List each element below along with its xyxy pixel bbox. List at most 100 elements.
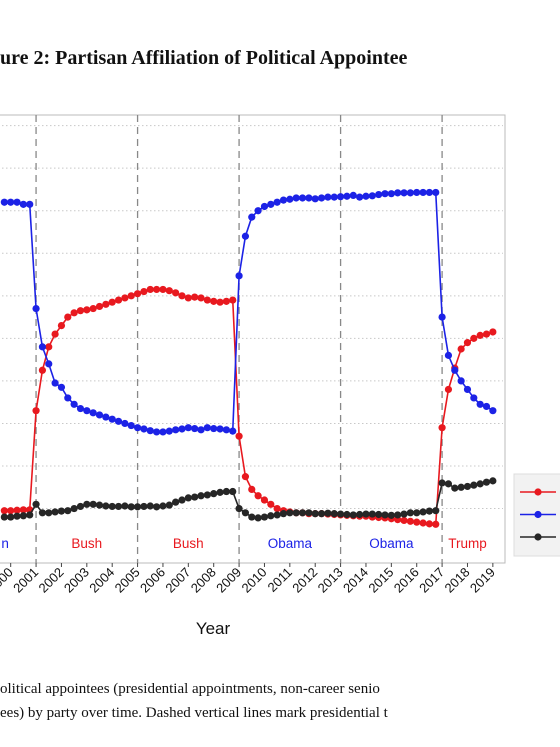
data-point <box>324 509 332 517</box>
x-tick-label: 2002 <box>36 565 67 596</box>
data-point <box>476 480 484 488</box>
data-point <box>146 427 154 435</box>
data-point <box>83 306 91 314</box>
data-point <box>57 507 66 515</box>
data-point <box>26 200 34 208</box>
data-point <box>229 427 237 435</box>
data-point <box>0 507 8 515</box>
data-point <box>95 302 104 311</box>
data-point <box>336 193 345 201</box>
x-tick-label: 2004 <box>86 565 117 596</box>
data-point <box>38 343 47 351</box>
data-point <box>32 304 40 313</box>
data-point <box>172 498 180 506</box>
caption-line: ees) by party over time. Dashed vertical… <box>0 705 389 721</box>
data-point <box>476 400 484 408</box>
data-point <box>343 192 351 200</box>
x-tick-label: 2007 <box>162 565 193 596</box>
data-point <box>356 193 364 201</box>
x-tick-label: 2013 <box>315 565 346 596</box>
data-point <box>178 292 186 300</box>
data-point <box>127 421 135 430</box>
data-point <box>267 200 275 208</box>
data-point <box>7 513 15 521</box>
president-label: Bush <box>173 536 204 551</box>
data-point <box>400 189 408 197</box>
data-point <box>463 482 472 491</box>
x-axis-label: Year <box>196 619 231 638</box>
data-point <box>13 506 21 514</box>
data-point <box>203 491 211 499</box>
data-point <box>26 511 34 519</box>
data-point <box>178 496 186 504</box>
chart-title: ure 2: Partisan Affiliation of Political… <box>0 47 408 69</box>
x-tick-label: 2008 <box>188 565 219 596</box>
president-label: Obama <box>369 536 414 551</box>
data-point <box>32 407 40 415</box>
data-point <box>51 379 59 387</box>
data-point <box>248 513 256 521</box>
data-point <box>210 297 218 305</box>
data-point <box>457 345 465 353</box>
data-point <box>470 334 478 342</box>
plot-border <box>0 114 506 564</box>
data-point <box>13 198 21 206</box>
data-point <box>451 366 459 374</box>
data-point <box>381 511 389 519</box>
president-label: n <box>1 536 9 551</box>
data-point <box>70 400 78 408</box>
data-point <box>51 330 59 338</box>
data-point <box>463 385 472 394</box>
data-point <box>413 509 421 517</box>
data-point <box>394 189 402 197</box>
data-point <box>153 285 161 294</box>
data-point <box>406 509 414 517</box>
data-point <box>140 287 148 296</box>
data-point <box>197 492 205 500</box>
data-point <box>95 501 104 509</box>
president-label: Bush <box>71 536 102 551</box>
data-point <box>311 195 319 203</box>
data-point <box>19 200 27 208</box>
data-point <box>13 512 21 520</box>
data-point <box>267 512 275 520</box>
data-point <box>229 296 237 304</box>
data-point <box>159 502 167 510</box>
data-point <box>432 188 440 197</box>
data-point <box>260 513 269 521</box>
x-tick-label: 2015 <box>365 565 396 596</box>
data-point <box>133 424 142 432</box>
data-point <box>489 477 497 485</box>
data-point <box>330 193 338 201</box>
x-tick-label: 2019 <box>467 565 498 596</box>
data-point <box>419 508 427 516</box>
data-point <box>216 425 224 433</box>
data-point <box>51 508 59 516</box>
data-point <box>108 415 116 423</box>
data-point <box>241 473 250 481</box>
data-point <box>121 294 129 302</box>
data-point <box>165 287 173 295</box>
data-point <box>197 426 205 434</box>
caption-line: olitical appointees (presidential appoin… <box>0 681 380 697</box>
data-point <box>89 304 97 313</box>
data-point <box>7 507 15 515</box>
data-point <box>260 496 269 504</box>
x-tick-label: 2003 <box>61 565 92 596</box>
data-point <box>248 213 256 221</box>
data-point <box>476 331 484 339</box>
data-point <box>83 500 91 508</box>
data-point <box>330 510 338 518</box>
data-point <box>146 502 154 510</box>
data-point <box>413 188 421 197</box>
data-point <box>64 394 72 402</box>
data-point <box>222 426 230 434</box>
data-point <box>254 207 262 215</box>
data-point <box>153 503 161 511</box>
data-point <box>102 300 110 308</box>
x-tick-label: 2000 <box>0 565 16 596</box>
data-point <box>489 328 497 336</box>
data-point <box>0 198 8 206</box>
data-point <box>400 510 408 518</box>
